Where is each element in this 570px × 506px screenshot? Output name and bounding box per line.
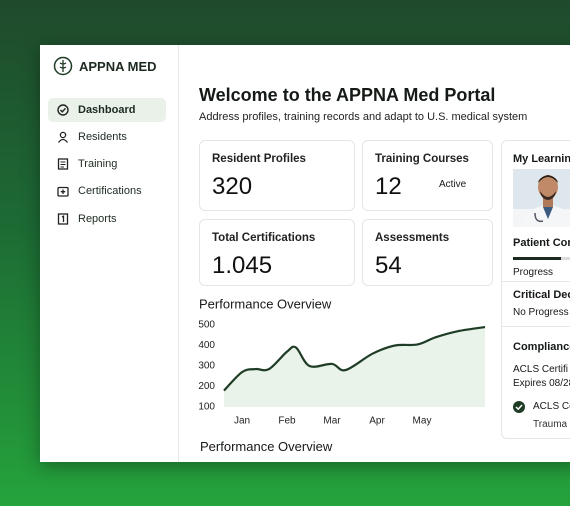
stat-card[interactable]: Training Courses 12 Active (362, 140, 493, 211)
card-value: 12 (375, 173, 402, 200)
card-label: Total Certifications (212, 232, 316, 244)
y-tick-label: 300 (198, 361, 215, 372)
icon (57, 213, 69, 225)
card-value: 320 (212, 173, 253, 200)
chart-title: Performance Overview (199, 296, 332, 311)
check-icon (513, 401, 525, 413)
nav-label: Reports (78, 213, 117, 225)
course-status: Progress (513, 267, 554, 278)
learning-panel: My Learning Patient Com Progress Critica… (501, 140, 570, 439)
nav-item[interactable]: Reports (48, 207, 166, 231)
stat-card[interactable]: Total Certifications 1.045 (199, 219, 355, 286)
line (223, 325, 486, 392)
performance-chart: Performance Overview 500 400 300 200 100 Jan F… (198, 296, 486, 427)
window: APPNA MED Dashboard Residents Training C… (40, 45, 570, 462)
course-title: Patient Com (513, 237, 570, 249)
progress-fill (513, 257, 561, 260)
icon (57, 104, 69, 116)
stat-card[interactable]: Resident Profiles 320 (199, 140, 355, 211)
nav-item[interactable]: Training (48, 152, 166, 176)
brand[interactable]: APPNA MED (53, 56, 157, 76)
separator (502, 326, 570, 327)
y-tick-label: 500 (198, 320, 215, 331)
nav-item[interactable]: Dashboard (48, 98, 166, 122)
item-title: ACLS Certifi (513, 364, 569, 375)
card-note: Active (439, 179, 467, 190)
course-title: Critical Dec (513, 289, 570, 301)
item-title: Trauma I (533, 419, 570, 430)
card-label: Assessments (375, 232, 450, 244)
x-tick-label: Feb (278, 416, 296, 427)
logo-icon (53, 56, 73, 76)
course-status: No Progress (513, 307, 569, 318)
progress-track (513, 257, 570, 260)
y-tick-label: 100 (198, 402, 215, 413)
icon (57, 131, 69, 143)
x-tick-label: May (413, 416, 432, 427)
line-area (224, 327, 485, 407)
nav-item[interactable]: Residents (48, 125, 166, 149)
icon (57, 158, 69, 170)
card-value: 54 (375, 252, 402, 279)
x-tick-label: Mar (323, 416, 341, 427)
card-value: 1.045 (212, 252, 273, 279)
page-title: Welcome to the APPNA Med Portal (199, 85, 496, 105)
card-label: Training Courses (375, 153, 469, 165)
nav-label: Dashboard (78, 104, 136, 116)
brand-name: APPNA MED (79, 58, 157, 74)
nav-label: Residents (78, 131, 127, 143)
item-title: ACLS Ce (533, 401, 570, 412)
nav-item[interactable]: Certifications (48, 179, 166, 203)
section-title: Performance Overview (200, 439, 333, 454)
x-tick-label: Jan (234, 416, 250, 427)
nav-label: Certifications (78, 185, 142, 197)
stat-card[interactable]: Assessments 54 (362, 219, 493, 286)
sidebar: APPNA MED Dashboard Residents Training C… (40, 45, 179, 462)
y-tick-label: 200 (198, 381, 215, 392)
item-expiry: Expires 08/28 (513, 378, 570, 389)
section-title: Compliance (513, 341, 570, 353)
page-subtitle: Address profiles, training records and a… (199, 111, 528, 123)
x-tick-label: Apr (369, 416, 385, 427)
icon (57, 186, 69, 197)
nav-label: Training (78, 158, 118, 170)
separator (502, 281, 570, 282)
y-tick-label: 400 (198, 340, 215, 351)
card-label: Resident Profiles (212, 153, 306, 165)
doctor-photo (513, 169, 570, 227)
panel-title: My Learning (513, 153, 570, 165)
